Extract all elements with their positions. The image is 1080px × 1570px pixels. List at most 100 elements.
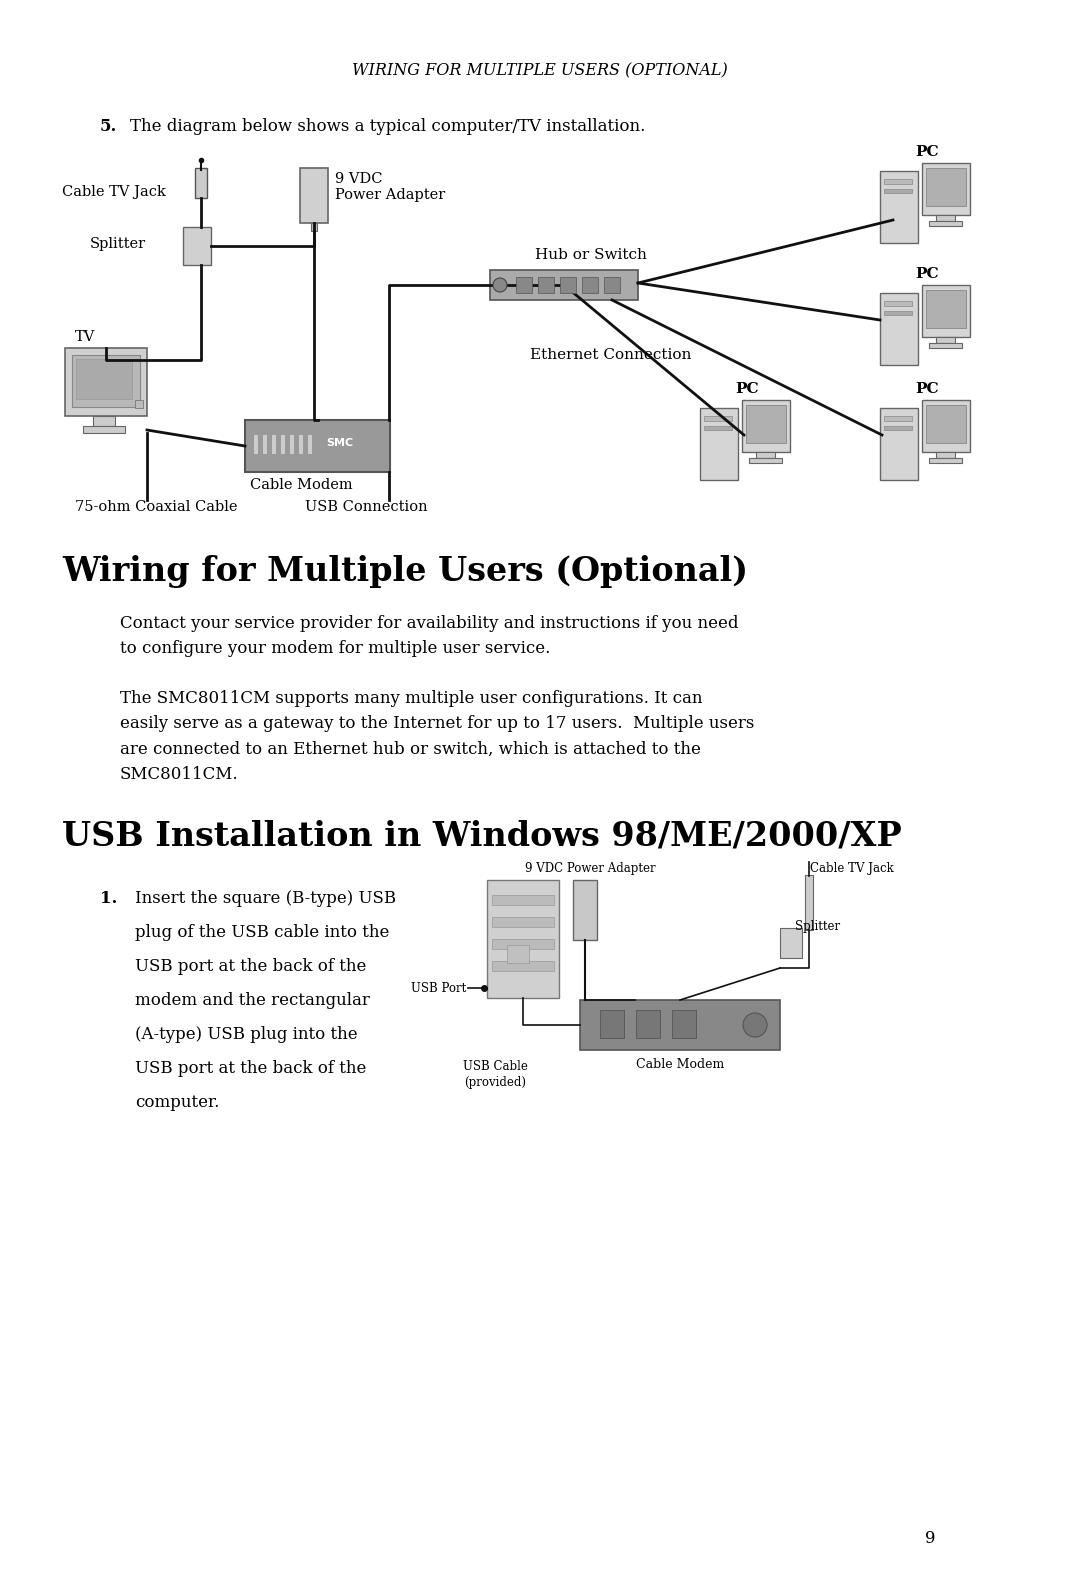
Text: USB Port: USB Port xyxy=(410,981,465,994)
Bar xyxy=(490,270,638,300)
Text: Cable Modem: Cable Modem xyxy=(636,1058,724,1071)
Bar xyxy=(280,433,285,454)
Bar xyxy=(135,400,143,408)
Text: The SMC8011CM supports many multiple user configurations. It can
easily serve as: The SMC8011CM supports many multiple use… xyxy=(120,689,754,783)
Bar xyxy=(750,458,782,463)
Bar xyxy=(298,433,303,454)
Bar xyxy=(604,276,620,294)
Bar xyxy=(885,301,912,306)
Text: Cable Modem: Cable Modem xyxy=(249,477,353,491)
Text: USB Installation in Windows 98/ME/2000/XP: USB Installation in Windows 98/ME/2000/X… xyxy=(62,820,902,853)
Bar xyxy=(780,928,802,958)
Text: USB port at the back of the: USB port at the back of the xyxy=(135,1060,366,1077)
Bar xyxy=(72,355,140,407)
Bar xyxy=(487,881,559,999)
Text: Wiring for Multiple Users (Optional): Wiring for Multiple Users (Optional) xyxy=(62,556,748,589)
Bar xyxy=(936,215,955,221)
Text: USB port at the back of the: USB port at the back of the xyxy=(135,958,366,975)
Bar xyxy=(507,945,529,962)
Text: 9: 9 xyxy=(924,1531,935,1546)
Bar xyxy=(573,881,597,940)
Bar xyxy=(262,433,267,454)
Bar xyxy=(885,179,912,184)
Bar xyxy=(183,228,211,265)
Bar xyxy=(83,425,125,433)
Text: Hub or Switch: Hub or Switch xyxy=(535,248,647,262)
Bar xyxy=(492,961,554,970)
Text: PC: PC xyxy=(915,267,939,281)
Bar xyxy=(580,1000,780,1050)
Bar xyxy=(600,1010,624,1038)
Text: 9 VDC: 9 VDC xyxy=(335,173,382,185)
Bar xyxy=(805,874,813,929)
Text: Cable TV Jack: Cable TV Jack xyxy=(62,185,166,199)
Bar xyxy=(936,452,955,458)
Circle shape xyxy=(492,278,507,292)
Bar xyxy=(885,311,912,316)
Bar xyxy=(561,276,576,294)
Bar xyxy=(756,452,775,458)
Text: 9 VDC Power Adapter: 9 VDC Power Adapter xyxy=(525,862,656,874)
Bar xyxy=(307,433,312,454)
Text: TV: TV xyxy=(75,330,95,344)
Text: USB Cable
(provided): USB Cable (provided) xyxy=(462,1060,527,1090)
Text: Splitter: Splitter xyxy=(795,920,840,933)
Bar xyxy=(936,338,955,342)
Bar xyxy=(93,416,114,425)
Text: USB Connection: USB Connection xyxy=(305,499,428,513)
Bar xyxy=(742,400,789,452)
Text: (A-type) USB plug into the: (A-type) USB plug into the xyxy=(135,1027,357,1042)
Text: 5.: 5. xyxy=(100,118,118,135)
Bar xyxy=(492,939,554,948)
Bar xyxy=(922,286,970,338)
Text: Cable TV Jack: Cable TV Jack xyxy=(810,862,894,874)
Bar xyxy=(311,223,318,231)
Bar xyxy=(880,294,918,364)
Bar xyxy=(65,349,147,416)
Text: 1.: 1. xyxy=(100,890,118,907)
Bar xyxy=(704,416,732,421)
Text: 75-ohm Coaxial Cable: 75-ohm Coaxial Cable xyxy=(75,499,238,513)
Bar xyxy=(271,433,276,454)
Bar xyxy=(704,425,732,430)
Bar xyxy=(929,342,962,349)
Bar xyxy=(516,276,532,294)
Text: Contact your service provider for availability and instructions if you need
to c: Contact your service provider for availa… xyxy=(120,615,739,658)
Bar xyxy=(885,425,912,430)
Text: SMC: SMC xyxy=(326,438,353,447)
Bar xyxy=(929,221,962,226)
Bar xyxy=(926,168,966,206)
Bar xyxy=(492,917,554,926)
Text: PC: PC xyxy=(915,382,939,396)
Bar xyxy=(300,168,328,223)
Bar xyxy=(926,290,966,328)
Bar xyxy=(922,163,970,215)
Circle shape xyxy=(743,1013,767,1038)
Bar xyxy=(245,421,390,473)
Bar xyxy=(538,276,554,294)
Bar xyxy=(885,188,912,193)
Text: modem and the rectangular: modem and the rectangular xyxy=(135,992,369,1010)
Text: Splitter: Splitter xyxy=(90,237,146,251)
Bar xyxy=(672,1010,696,1038)
Text: PC: PC xyxy=(915,144,939,159)
Bar xyxy=(700,408,738,480)
Bar xyxy=(926,405,966,443)
Text: PC: PC xyxy=(735,382,759,396)
Text: plug of the USB cable into the: plug of the USB cable into the xyxy=(135,925,390,940)
Text: WIRING FOR MULTIPLE USERS (OPTIONAL): WIRING FOR MULTIPLE USERS (OPTIONAL) xyxy=(352,61,728,78)
Text: computer.: computer. xyxy=(135,1094,219,1112)
Text: Insert the square (B-type) USB: Insert the square (B-type) USB xyxy=(135,890,396,907)
Bar xyxy=(746,405,786,443)
Bar xyxy=(582,276,598,294)
Bar xyxy=(195,168,207,198)
Bar xyxy=(253,433,258,454)
Text: Ethernet Connection: Ethernet Connection xyxy=(530,349,691,363)
Bar xyxy=(880,171,918,243)
Bar xyxy=(885,416,912,421)
Bar xyxy=(289,433,294,454)
Bar xyxy=(880,408,918,480)
Bar xyxy=(922,400,970,452)
Text: Power Adapter: Power Adapter xyxy=(335,188,445,203)
Text: The diagram below shows a typical computer/TV installation.: The diagram below shows a typical comput… xyxy=(130,118,646,135)
